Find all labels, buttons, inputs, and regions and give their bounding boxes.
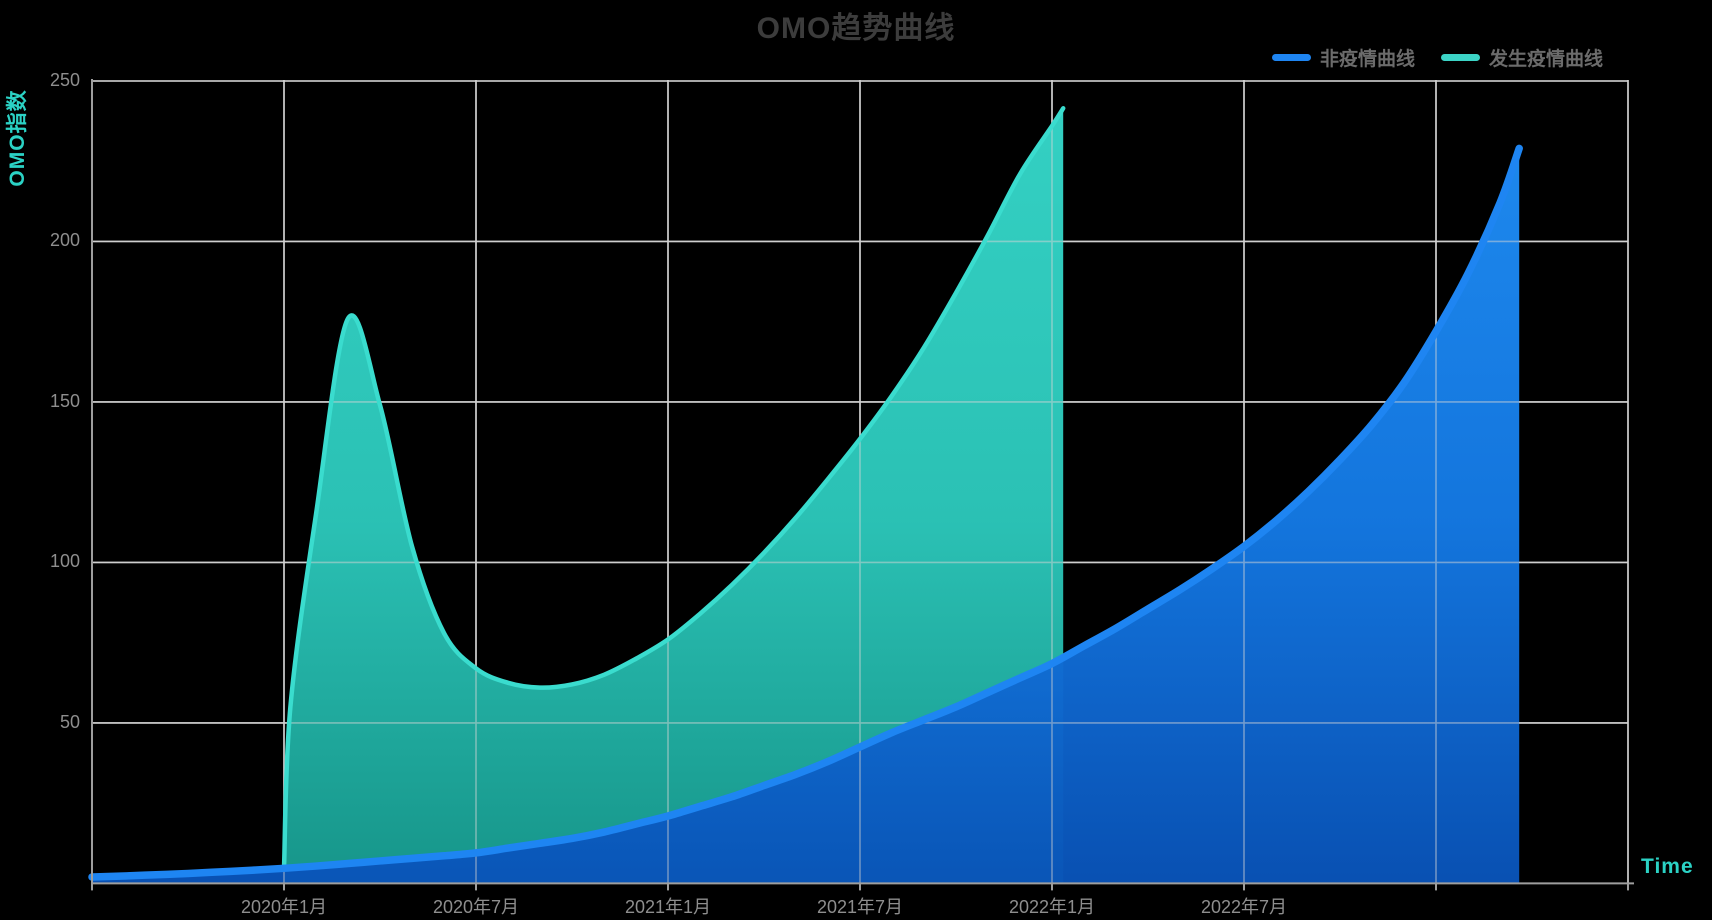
legend-label-epidemic: 发生疫情曲线: [1489, 49, 1604, 70]
x-tick-label: 2022年1月: [1008, 897, 1096, 918]
x-tick-label: 2022年7月: [1200, 897, 1288, 918]
x-axis-name: Time: [1641, 855, 1694, 878]
y-tick-label: 100: [49, 551, 80, 572]
x-tick-label: 2021年7月: [816, 897, 904, 918]
grid-layer: [92, 80, 1629, 884]
x-tick-label: 2020年7月: [432, 897, 520, 918]
series-area-non-epidemic: [92, 148, 1520, 884]
legend: 非疫情曲线 发生疫情曲线: [1272, 44, 1603, 71]
legend-label-non-epidemic: 非疫情曲线: [1320, 49, 1416, 70]
series-line-non-epidemic: [88, 144, 1523, 881]
x-tick-label: 2020年1月: [240, 897, 328, 918]
y-tick-label: 250: [49, 70, 80, 90]
chart-title: OMO趋势曲线: [756, 12, 956, 45]
legend-marker-epidemic-icon: [1441, 54, 1481, 61]
y-tick-label: 150: [49, 390, 80, 411]
x-tick-label: 2021年1月: [624, 897, 712, 918]
series-line-epidemic: [281, 106, 1066, 871]
legend-marker-non-epidemic-icon: [1272, 54, 1311, 61]
legend-item-epidemic[interactable]: 发生疫情曲线: [1441, 44, 1603, 71]
y-tick-label: 50: [59, 711, 80, 732]
legend-item-non-epidemic[interactable]: 非疫情曲线: [1272, 44, 1415, 71]
series-area-epidemic: [284, 108, 1064, 884]
y-tick-label: 200: [49, 230, 80, 251]
